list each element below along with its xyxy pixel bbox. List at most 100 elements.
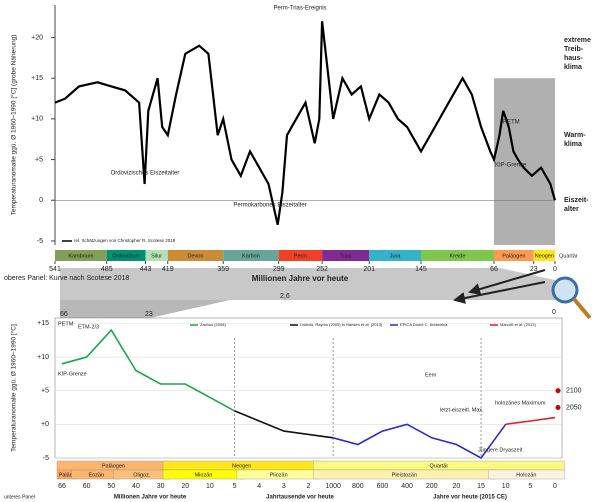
legend-label: Zachos (2008) [200,322,226,327]
climate-zone-label: klima [564,141,582,148]
climate-zone-label: Eiszeit- [564,197,589,204]
connector-tick: 23 [145,311,153,318]
period-band [106,250,146,261]
x-tick-label: 200 [426,483,438,490]
x-tick-label: 299 [273,266,285,273]
x-tick-label: 10 [502,483,510,490]
period-band [223,250,279,261]
x-tick-label: 3 [282,483,286,490]
period-label: Silur [151,253,162,259]
period-band [533,250,555,261]
legend-label: Lisiecki, Raymo (2005) in Hansen et al. … [300,322,383,327]
period-label: Perm [294,253,308,259]
magnifier-handle [572,297,592,320]
y-tick-label: 0 [39,197,43,204]
annotation: PETM [503,120,520,126]
period-band [322,250,370,261]
y-tick-label: +5 [35,156,43,163]
annotation: holozänes Maximum [495,400,546,406]
magnifier-icon [551,276,579,304]
annotation: KIP-Grenze [58,371,87,377]
arrow [468,269,546,295]
data-line [54,21,557,225]
period-band [278,250,323,261]
connector-band [60,268,555,300]
period-label: Devon [188,253,204,259]
x-tick-label: 0 [553,266,557,273]
x-tick-label: 5 [528,483,532,490]
y-tick-label: +0 [41,421,49,428]
projection-label: 2100 [566,388,582,395]
x-tick-label: 20 [453,483,461,490]
x-tick-label: 600 [377,483,389,490]
x-tick-label: 23 [530,266,538,273]
x-tick-label: 2 [307,483,311,490]
x-axis-title: Millionen Jahre vor heute [114,495,187,501]
legend-label: rel. Schätzungen von Christopher R. Scot… [74,238,176,243]
data-line [61,328,235,412]
y-tick-label: +20 [31,34,43,41]
period-band [369,250,421,261]
x-tick-label: 10 [206,483,214,490]
period-label: Paläogen [502,253,525,259]
annotation: KIP-Grenze [495,163,527,169]
annotation: Permokarbones Eiszeitalter [233,203,306,209]
y-tick-label: +10 [37,354,49,361]
period-label: Neogen [535,253,554,259]
connector-note: oberes Panel: Kurve nach Scotese 2018 [4,275,129,282]
climate-zone-label: Treib- [564,46,584,53]
period-label: Karbon [242,253,260,259]
climate-zone-label: haus- [564,55,583,62]
x-tick-label: 485 [101,266,113,273]
period-band [420,250,495,261]
y-tick-label: -5 [43,455,49,462]
x-axis-title: Millionen Jahre vor heute [252,274,349,283]
period-label: Kambrium [68,253,93,259]
x-tick-label: 4 [257,483,261,490]
annotation: Ordovizisches Eiszeitalter [111,171,180,177]
epoch-band [488,469,565,480]
x-axis-title: Jahre vor heute (2015 CE) [433,495,507,501]
y-axis-title: Temperaturanomalie ggü. Ø 1960–1990 [°C]… [10,35,18,216]
x-tick-label: 5 [233,483,237,490]
annotation: Eem [425,372,437,378]
arrow [453,281,546,304]
connector-tick: 0 [552,309,556,316]
annotation: letzt-eiszeitl. Max. [440,407,484,413]
period-label: Quartär [559,253,578,259]
y-tick-label: +15 [31,75,43,82]
period-label: Quartär [430,463,449,469]
y-tick-label: +10 [31,116,43,123]
climate-zone-label: Warm- [564,132,586,139]
projection-label: 2050 [566,404,582,411]
x-tick-label: 40 [132,483,140,490]
epoch-label: Paläoz. [59,472,78,478]
x-tick-label: 20 [181,483,189,490]
connector-tick: 2,6 [280,293,290,300]
panel-note: unteres Panel [4,494,35,500]
annotation: Perm-Trias-Ereignis [273,6,326,12]
y-tick-label: -5 [37,238,43,245]
climate-zone-label: alter [564,206,579,213]
annotation: PETM [58,321,74,327]
x-tick-label: 1000 [325,483,341,490]
x-tick-label: 400 [401,483,413,490]
climate-zone-label: klima [564,64,582,71]
x-tick-label: 443 [140,266,152,273]
data-line [505,416,556,426]
period-label: Jura [390,253,402,259]
connector-tick: 66 [60,311,68,318]
x-tick-label: 541 [49,266,61,273]
legend-label: Marcott et al. (2013) [500,322,536,327]
shaded-region [494,78,555,245]
projection-point [555,388,561,394]
x-tick-label: 145 [415,266,427,273]
data-line [332,423,507,460]
period-band [494,250,534,261]
x-tick-label: 359 [217,266,229,273]
period-label: Trias [340,253,352,259]
data-line [234,410,334,439]
period-label: Neogen [232,463,251,469]
x-tick-label: 252 [316,266,328,273]
